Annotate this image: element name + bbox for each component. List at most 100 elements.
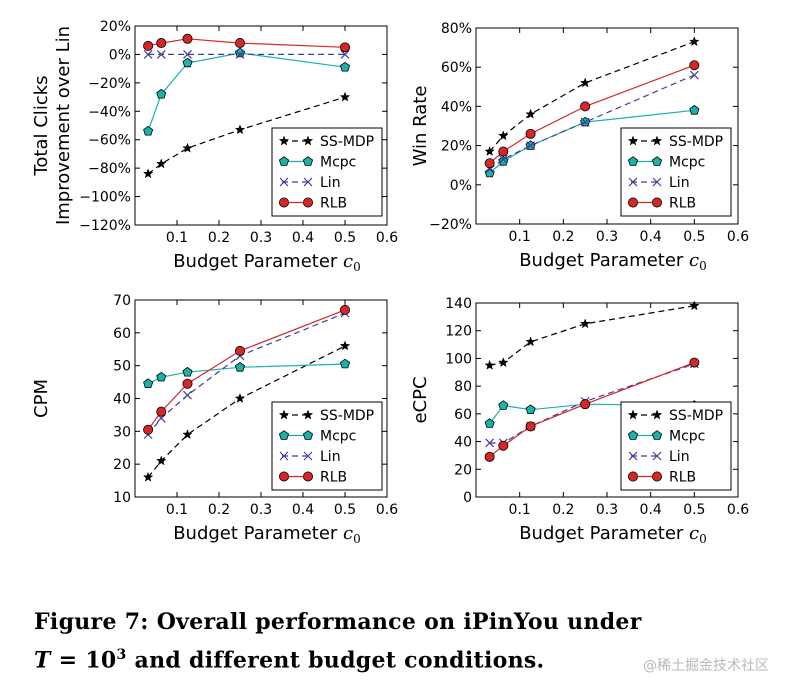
chart-panel-1: 0.1 0.2 0.3 0.4 0.5 0.6 −120% −100% −80% −60% −40%…	[31, 19, 398, 274]
legend-marker-lin	[303, 177, 313, 187]
x-axis-label: Budget Parameter c0	[519, 250, 707, 273]
caption-equals: = 10	[50, 647, 117, 674]
x-tick-label: 0.5	[683, 229, 705, 245]
y-tick-label: 60%	[441, 60, 472, 76]
data-point-rlb	[156, 38, 167, 49]
legend-label-ssmdp: SS-MDP	[320, 408, 374, 424]
data-point-mcpc	[484, 418, 495, 428]
data-point-rlb	[498, 146, 509, 157]
data-point-ssmdp	[339, 91, 351, 102]
legend-label-rlb: RLB	[320, 470, 347, 486]
legend-label-lin: Lin	[669, 175, 690, 191]
legend-marker-mcpc	[302, 430, 314, 440]
data-point-rlb	[484, 158, 495, 169]
chart-panel-2: 0.1 0.2 0.3 0.4 0.5 0.6 −20% 0% 20% 40% 60% 80% Budg…	[410, 21, 749, 273]
legend-marker-mcpc	[651, 430, 663, 440]
y-tick-label: 40	[454, 435, 472, 451]
y-tick-label: 140	[445, 296, 472, 312]
data-point-mcpc	[339, 61, 351, 72]
x-tick-label: 0.2	[208, 230, 230, 246]
legend-marker-rlb	[652, 471, 663, 482]
data-point-rlb	[580, 101, 591, 112]
data-point-rlb	[498, 440, 509, 451]
legend-marker-lin	[279, 177, 289, 187]
data-point-mcpc	[689, 105, 700, 115]
legend: SS-MDP Mcpc Lin RLB	[271, 401, 383, 491]
legend-marker-mcpc	[627, 156, 639, 166]
legend-box	[271, 127, 383, 217]
legend-marker-lin	[303, 451, 313, 461]
x-tick-label: 0.3	[596, 229, 618, 245]
x-tick-label: 0.3	[250, 230, 272, 246]
x-axis-subscript: 0	[353, 532, 361, 546]
y-axis-label: Total Clicks	[31, 75, 52, 176]
legend-marker-lin	[652, 451, 662, 461]
y-axis-label: Improvement over Lin	[53, 26, 74, 225]
data-point-ssmdp	[525, 336, 536, 347]
data-point-ssmdp	[525, 108, 536, 119]
legend-box	[620, 401, 732, 491]
y-tick-label: 80%	[441, 21, 472, 37]
y-tick-label: 20%	[441, 139, 472, 155]
data-point-mcpc	[339, 358, 351, 369]
y-tick-label: 50	[113, 359, 131, 375]
y-tick-label: 0%	[109, 47, 131, 63]
caption-line-1: Figure 7: Overall performance on iPinYou…	[34, 609, 642, 635]
y-tick-label: −20%	[429, 217, 472, 233]
x-tick-label: 0.6	[727, 229, 749, 245]
x-axis-label: Budget Parameter c0	[173, 251, 361, 274]
x-tick-label: 0.3	[596, 502, 618, 518]
data-point-ssmdp	[579, 77, 591, 88]
y-tick-label: 20%	[100, 19, 131, 35]
data-point-lin	[526, 141, 536, 151]
legend-marker-ssmdp	[627, 409, 639, 420]
data-point-rlb	[689, 357, 700, 368]
data-point-rlb	[143, 424, 154, 435]
data-point-ssmdp	[579, 318, 591, 329]
x-tick-label: 0.4	[292, 230, 314, 246]
x-axis-subscript: 0	[699, 259, 707, 273]
x-axis-symbol: c	[689, 523, 699, 544]
legend-marker-lin	[628, 451, 638, 461]
data-point-mcpc	[234, 362, 246, 372]
data-point-rlb	[182, 33, 193, 44]
data-point-mcpc	[498, 156, 509, 166]
legend-label-ssmdp: SS-MDP	[669, 134, 723, 150]
legend-box	[620, 127, 732, 217]
y-tick-label: 0%	[450, 178, 472, 194]
legend-label-rlb: RLB	[320, 196, 347, 212]
data-point-mcpc	[525, 404, 536, 415]
y-tick-label: 0	[463, 490, 472, 506]
legend-marker-mcpc	[278, 430, 290, 440]
x-tick-label: 0.2	[208, 502, 230, 518]
y-tick-label: −20%	[88, 76, 131, 92]
x-tick-label: 0.6	[727, 502, 749, 518]
data-point-mcpc	[156, 88, 167, 99]
series-line-lin	[489, 74, 695, 170]
legend-marker-rlb	[302, 197, 313, 208]
x-axis-subscript: 0	[699, 532, 707, 546]
data-point-ssmdp	[142, 471, 154, 482]
legend-marker-lin	[628, 177, 638, 187]
data-point-lin	[340, 50, 350, 59]
caption-line-2: T = 103 and different budget conditions.	[34, 639, 754, 677]
series-line-mcpc	[147, 363, 346, 385]
figure-caption: Figure 7: Overall performance on iPinYou…	[34, 606, 754, 677]
legend-marker-lin	[279, 451, 289, 461]
legend-marker-ssmdp	[278, 409, 290, 420]
y-tick-label: 20	[454, 462, 472, 478]
x-tick-label: 0.5	[683, 502, 705, 518]
y-axis-label: eCPC	[410, 376, 431, 423]
x-tick-label: 0.3	[250, 502, 272, 518]
x-tick-label: 0.6	[376, 502, 398, 518]
data-point-rlb	[156, 406, 167, 417]
legend-marker-ssmdp	[627, 135, 639, 146]
y-tick-label: 120	[445, 324, 472, 340]
legend-marker-ssmdp	[651, 409, 663, 420]
data-point-lin	[183, 50, 192, 59]
x-axis-label-text: Budget Parameter	[519, 523, 689, 544]
y-axis-label: CPM	[31, 379, 52, 418]
legend: SS-MDP Mcpc Lin RLB	[271, 127, 383, 217]
data-point-lin	[143, 50, 153, 59]
data-point-rlb	[525, 421, 536, 432]
